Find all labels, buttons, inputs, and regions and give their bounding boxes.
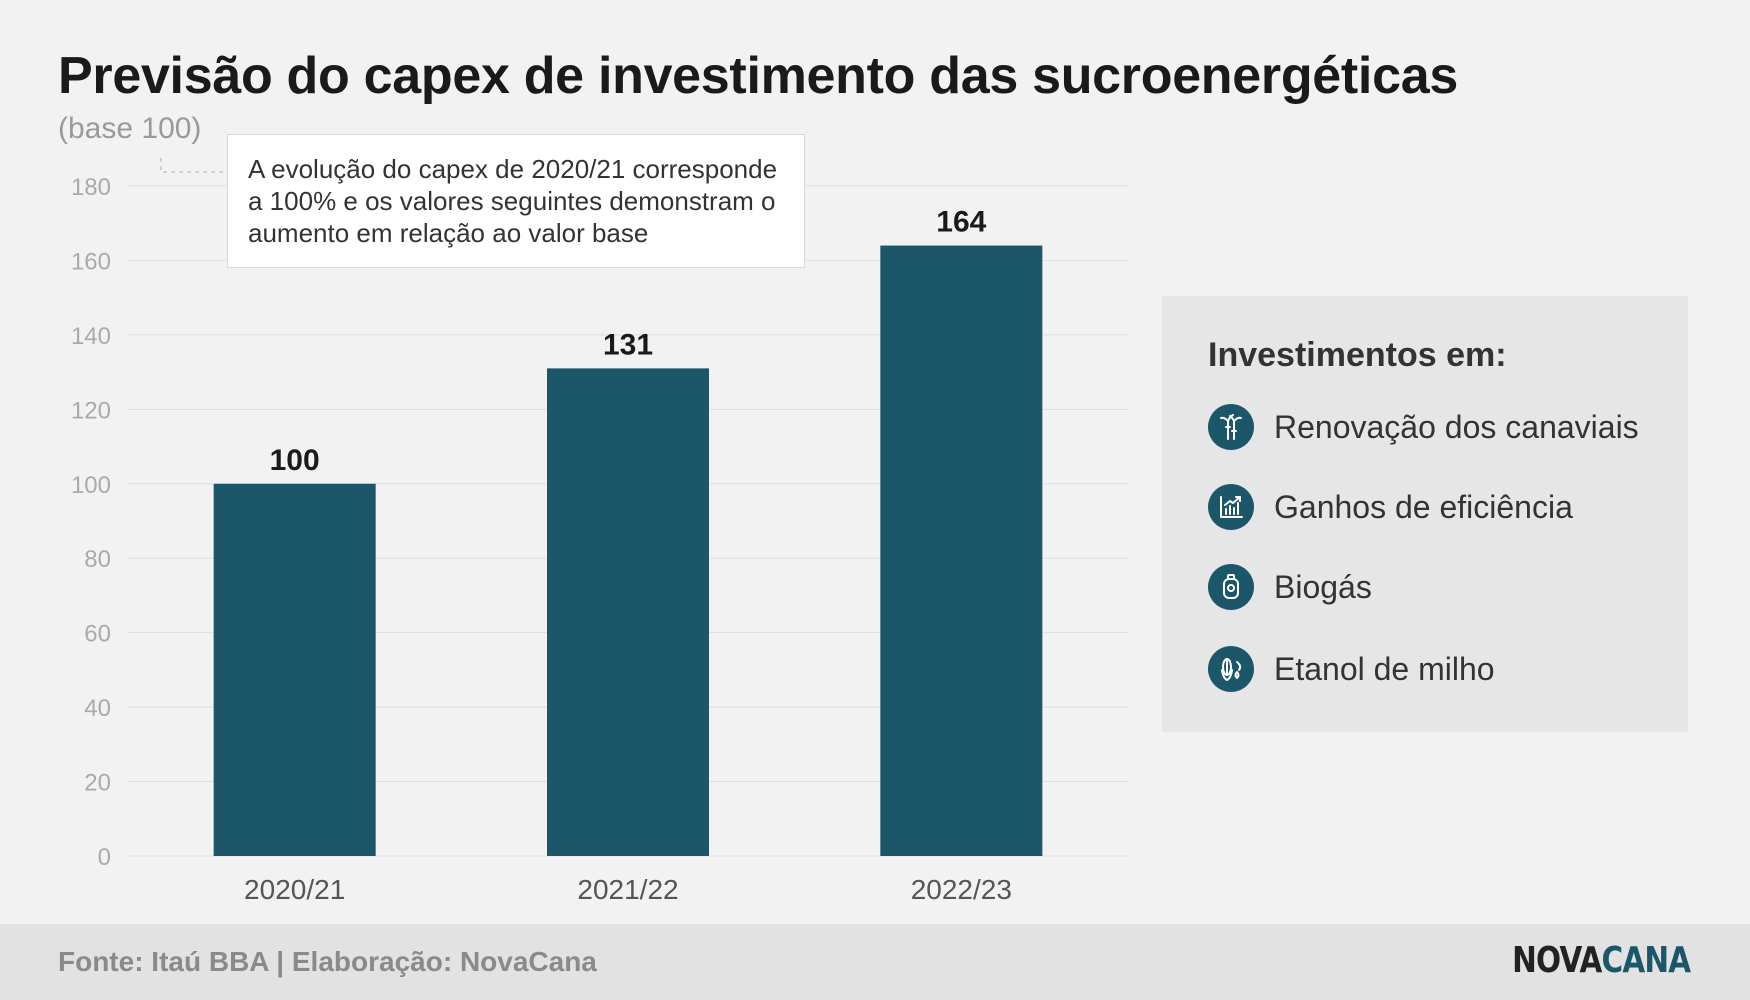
legend-item-renovacao: Renovação dos canaviais (1208, 404, 1639, 450)
legend-label: Biogás (1274, 568, 1372, 605)
bar (880, 245, 1043, 857)
legend-label: Ganhos de eficiência (1274, 488, 1573, 525)
growth-chart-icon (1208, 484, 1254, 530)
bar (213, 483, 376, 856)
bar (547, 368, 709, 856)
y-tick-label: 160 (71, 248, 111, 275)
y-tick-label: 60 (84, 621, 111, 648)
legend-title: Investimentos em: (1208, 336, 1507, 374)
data-label: 164 (936, 206, 986, 239)
legend-label: Renovação dos canaviais (1274, 408, 1639, 445)
sugarcane-icon (1208, 404, 1254, 450)
chart-annotation: A evolução do capex de 2020/21 correspon… (227, 134, 805, 268)
x-tick-label: 2022/23 (911, 874, 1012, 905)
y-tick-label: 120 (71, 397, 111, 424)
gas-cylinder-icon (1208, 564, 1254, 610)
x-tick-label: 2020/21 (244, 874, 345, 905)
footer: Fonte: Itaú BBA | Elaboração: NovaCana N… (0, 924, 1750, 1000)
y-tick-label: 100 (71, 472, 111, 499)
annotation-connector (160, 158, 227, 173)
y-tick-label: 140 (71, 323, 111, 350)
legend-label: Etanol de milho (1274, 650, 1495, 687)
y-tick-label: 40 (84, 695, 111, 722)
legend-item-etanol-milho: Etanol de milho (1208, 646, 1495, 692)
data-label: 131 (603, 328, 653, 361)
chart-title: Previsão do capex de investimento das su… (58, 47, 1458, 105)
y-tick-label: 0 (98, 844, 111, 871)
legend-item-eficiencia: Ganhos de eficiência (1208, 484, 1573, 530)
data-label: 100 (270, 444, 320, 477)
chart-subtitle: (base 100) (58, 112, 202, 145)
legend-item-biogas: Biogás (1208, 564, 1372, 610)
legend-panel: Investimentos em: Renovação dos canaviai… (1162, 296, 1688, 732)
corn-fuel-icon (1208, 646, 1254, 692)
y-tick-label: 20 (84, 770, 111, 797)
bar-chart: 0 20 40 60 80 100 120 140 160 180 100 2020/21 131 202… (71, 158, 1128, 905)
novacana-logo: NOVACANA (1511, 940, 1691, 981)
x-tick-label: 2021/22 (577, 874, 678, 905)
y-tick-label: 80 (84, 546, 111, 573)
source-text: Fonte: Itaú BBA | Elaboração: NovaCana (58, 946, 597, 977)
y-tick-label: 180 (71, 174, 111, 201)
